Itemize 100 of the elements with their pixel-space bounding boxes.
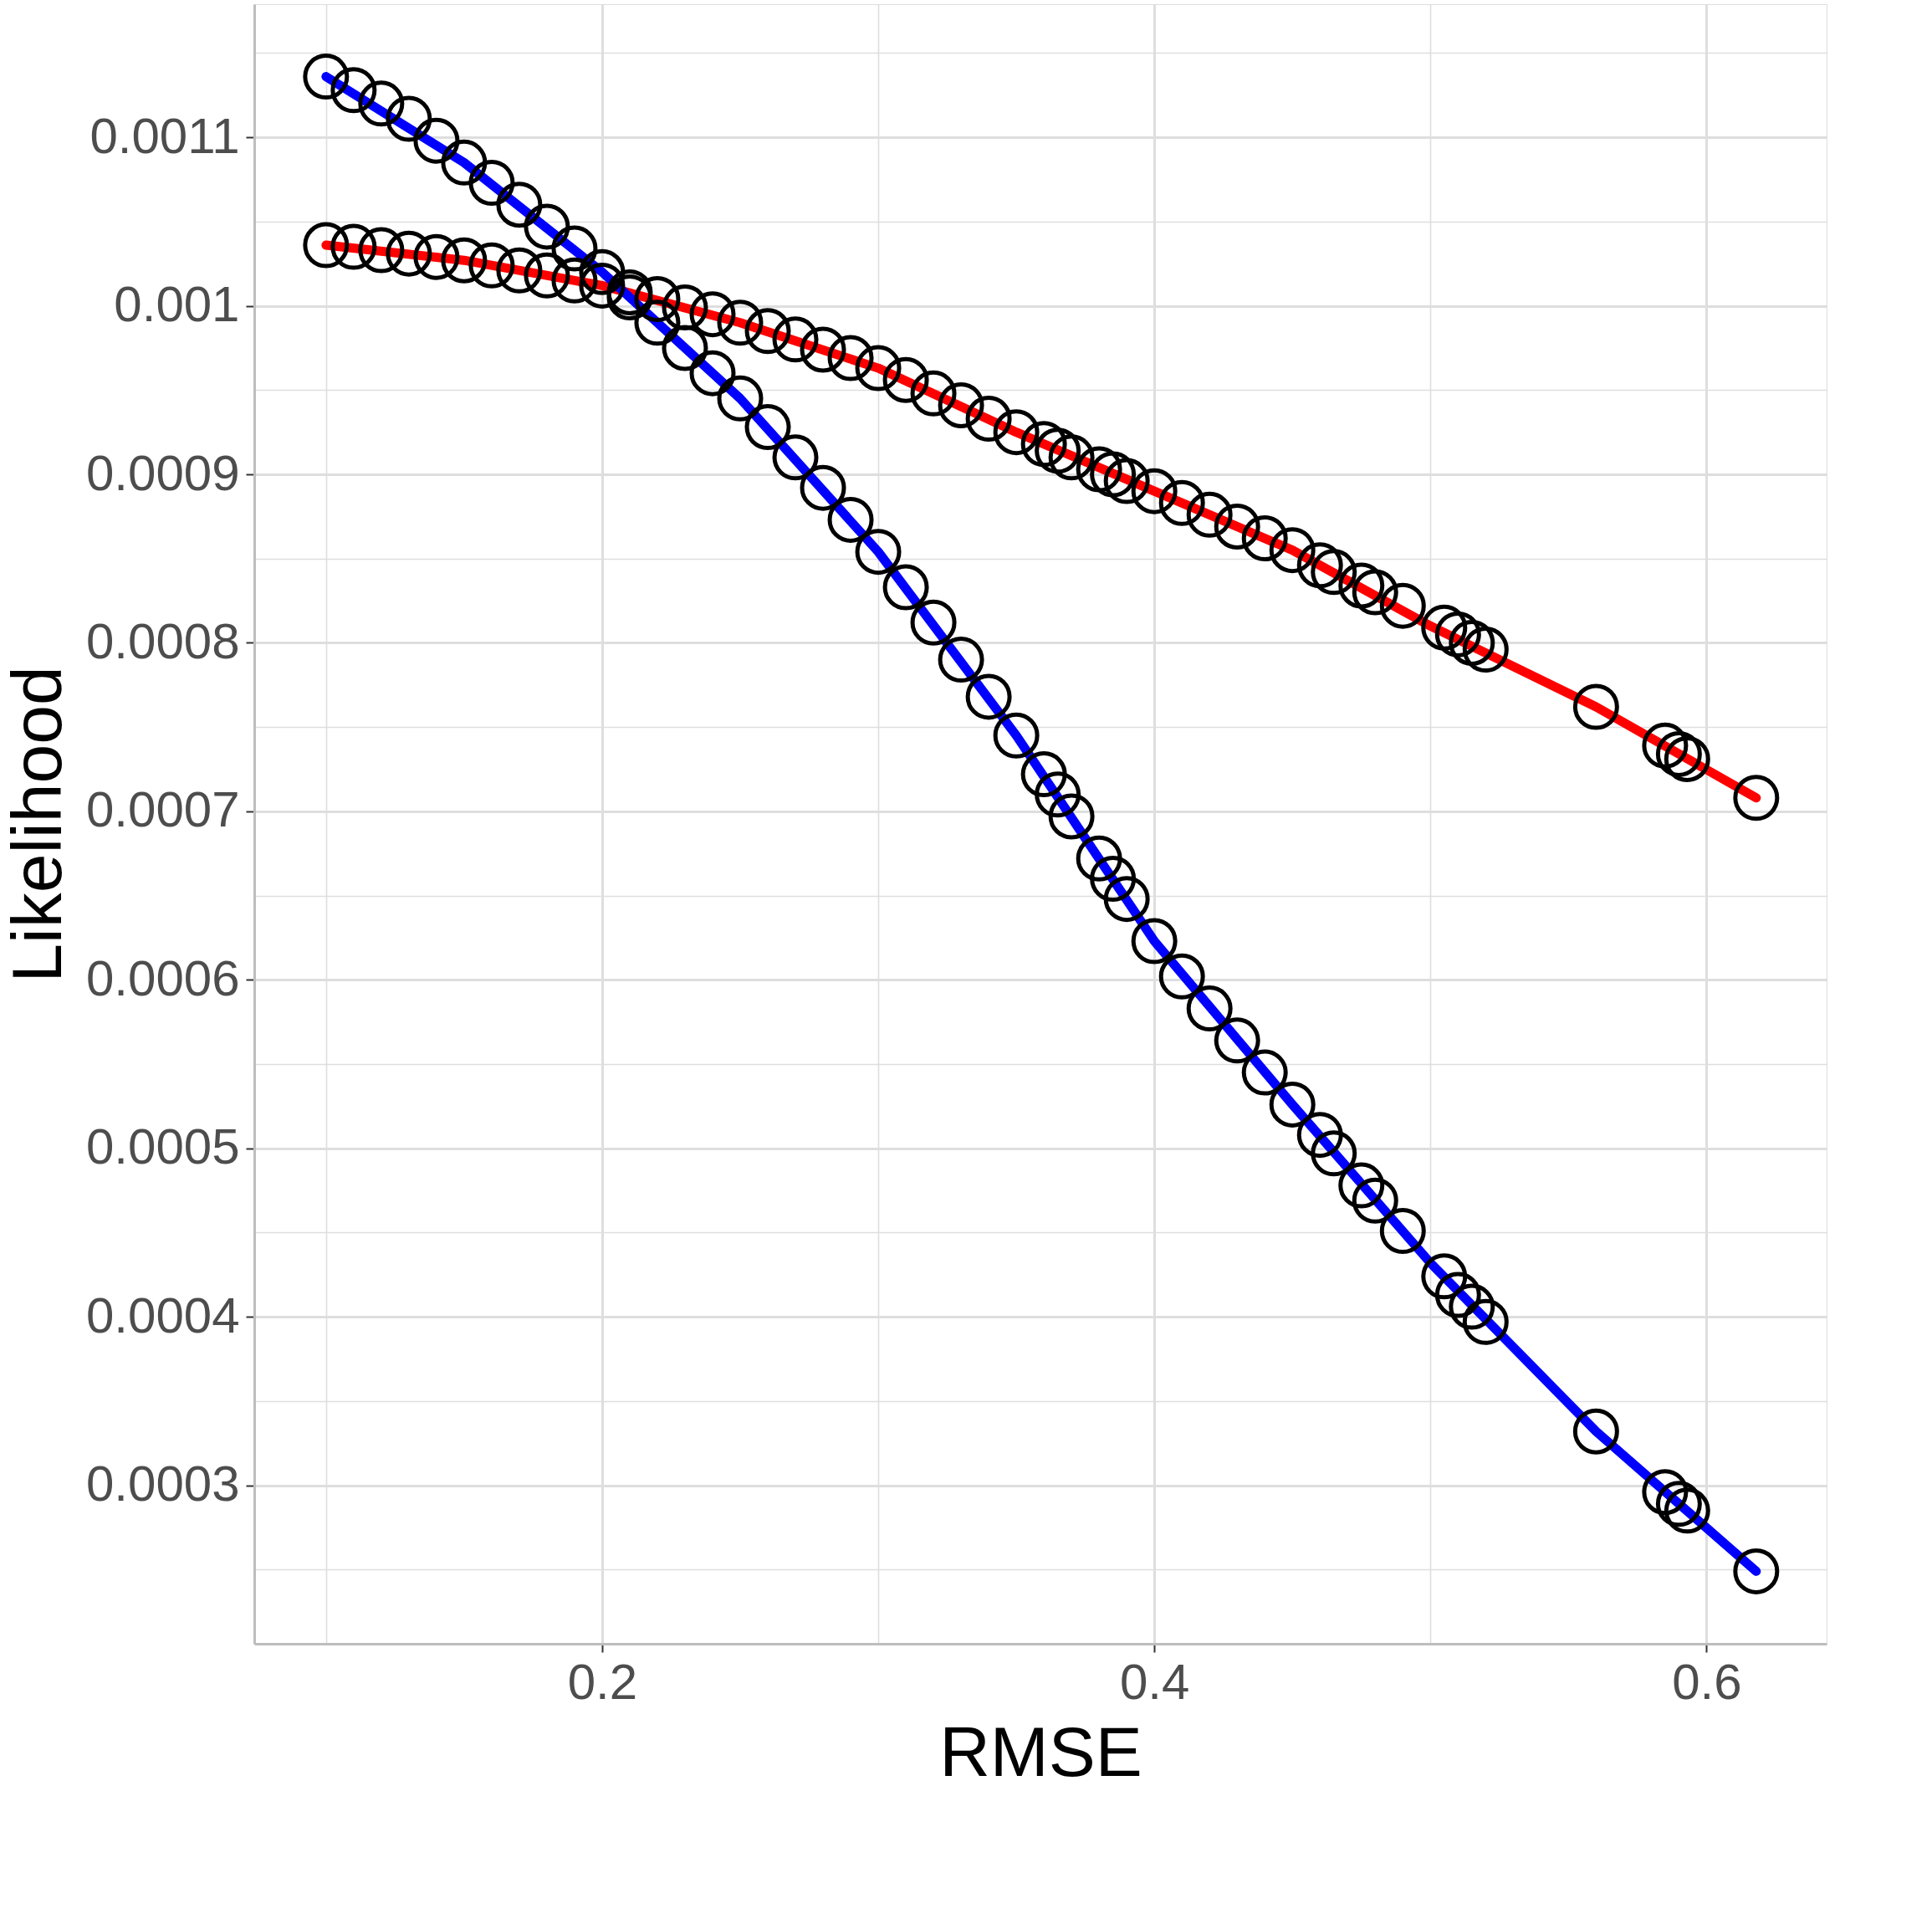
- point: [1103, 458, 1150, 504]
- point: [1434, 611, 1481, 658]
- point: [1655, 730, 1702, 777]
- point: [800, 326, 846, 373]
- point: [441, 237, 488, 284]
- point: [524, 252, 570, 299]
- point: [1733, 775, 1780, 821]
- point: [524, 203, 570, 250]
- point: [938, 381, 984, 428]
- x-tick-label: 0.2: [567, 1653, 638, 1710]
- point: [1214, 1017, 1260, 1064]
- point: [689, 350, 736, 397]
- point: [551, 257, 598, 304]
- point: [662, 325, 708, 371]
- point: [1158, 953, 1205, 1000]
- point: [855, 345, 902, 391]
- point: [634, 299, 681, 346]
- point: [1076, 835, 1122, 882]
- point: [1664, 1487, 1710, 1534]
- point: [413, 117, 460, 164]
- point: [358, 80, 405, 127]
- y-tick-label: 0.0011: [89, 107, 240, 164]
- point: [1035, 771, 1081, 818]
- point: [1449, 1283, 1495, 1330]
- point: [910, 370, 957, 417]
- point: [800, 464, 846, 511]
- point: [1090, 451, 1137, 498]
- point: [386, 230, 432, 277]
- point: [303, 54, 350, 100]
- point: [579, 248, 626, 295]
- point: [772, 316, 819, 363]
- point: [855, 529, 902, 576]
- point: [882, 356, 929, 403]
- point: [468, 242, 515, 289]
- point: [1076, 446, 1122, 493]
- point: [1352, 569, 1398, 616]
- point: [1642, 1469, 1689, 1516]
- point: [1269, 527, 1316, 574]
- point: [1655, 1481, 1702, 1527]
- point: [1090, 856, 1137, 902]
- point: [1269, 1081, 1316, 1128]
- y-axis-title: Likelihood: [0, 666, 76, 983]
- y-tick-label: 0.0008: [85, 612, 240, 669]
- point: [1020, 421, 1067, 468]
- point: [993, 409, 1040, 456]
- y-tick-label: 0.0004: [85, 1287, 240, 1343]
- point: [1338, 1162, 1385, 1209]
- point: [386, 95, 432, 142]
- point: [1379, 1208, 1426, 1254]
- point: [717, 299, 764, 346]
- point: [1214, 504, 1260, 550]
- point: [1131, 468, 1178, 514]
- point: [1296, 542, 1343, 589]
- x-axis-title: RMSE: [939, 1712, 1142, 1791]
- y-tick-label: 0.0005: [85, 1118, 240, 1175]
- point: [441, 139, 488, 186]
- point: [496, 182, 543, 228]
- y-tick-label: 0.0006: [85, 949, 240, 1006]
- point: [1352, 1177, 1398, 1224]
- point: [772, 434, 819, 481]
- point: [1338, 562, 1385, 609]
- point: [468, 160, 515, 206]
- point: [910, 599, 957, 646]
- point: [827, 335, 874, 381]
- point: [1241, 515, 1288, 562]
- point: [717, 375, 764, 422]
- point: [1048, 434, 1095, 481]
- point: [1103, 876, 1150, 923]
- point: [330, 223, 377, 270]
- point: [965, 396, 1012, 442]
- point: [1131, 918, 1178, 965]
- point: [1241, 1049, 1288, 1096]
- point: [358, 227, 405, 274]
- y-tick-label: 0.001: [114, 276, 240, 333]
- point: [1048, 793, 1095, 840]
- point: [579, 262, 626, 309]
- y-tick-label: 0.0007: [85, 781, 240, 838]
- point: [1462, 1298, 1509, 1345]
- y-tick-label: 0.0009: [85, 444, 240, 501]
- point: [965, 673, 1012, 720]
- x-tick-label: 0.6: [1672, 1653, 1742, 1710]
- point: [1572, 1408, 1619, 1455]
- point: [551, 225, 598, 272]
- point: [1311, 1130, 1357, 1177]
- point: [744, 404, 791, 451]
- point: [330, 67, 377, 114]
- point: [689, 291, 736, 338]
- point: [634, 276, 681, 322]
- point: [827, 496, 874, 543]
- point: [882, 564, 929, 611]
- point: [662, 284, 708, 331]
- point: [1462, 627, 1509, 673]
- point: [1035, 427, 1081, 474]
- point: [938, 637, 984, 683]
- point: [1311, 549, 1357, 596]
- point: [1642, 722, 1689, 769]
- point: [1733, 1548, 1780, 1594]
- point: [1421, 1253, 1468, 1300]
- x-tick-label: 0.4: [1119, 1653, 1190, 1710]
- point: [1296, 1112, 1343, 1159]
